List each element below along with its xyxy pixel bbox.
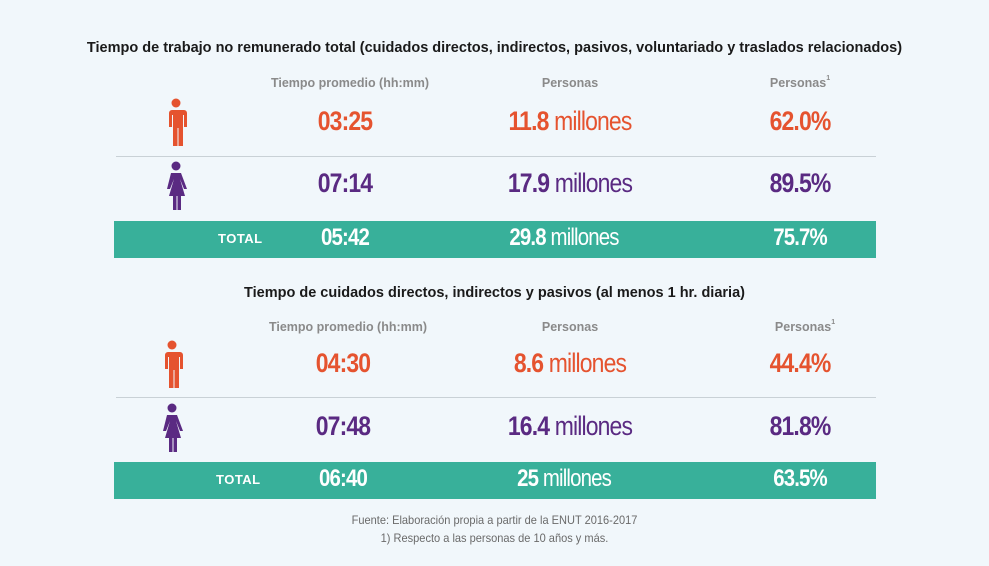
men-time: 03:25 [317,106,373,136]
men-percent: 62.0% [769,106,832,136]
women-people-number: 16.4 [507,411,550,441]
men-people-unit: millones [554,106,632,136]
column-header-people: Personas [541,76,599,90]
women-percent: 89.5% [769,168,832,198]
total-percent: 63.5% [773,465,827,492]
column-header-people: Personas [541,320,599,334]
total-label: TOTAL [216,472,261,487]
total-label: TOTAL [218,231,263,246]
woman-icon [167,161,187,210]
row-divider [116,397,876,398]
total-time: 05:42 [321,224,370,251]
footer-source: Fuente: Elaboración propia a partir de l… [351,513,638,527]
total-percent: 75.7% [773,224,827,251]
women-time: 07:14 [317,168,373,198]
footnote-marker: 1 [826,75,831,82]
men-people-unit: millones [548,348,627,378]
women-people-unit: millones [554,168,633,198]
total-row: TOTAL 05:42 29.8 millones 75.7% [114,221,876,258]
section-title: Tiempo de trabajo no remunerado total (c… [86,40,903,56]
men-people-number: 11.8 [508,106,550,136]
row-divider [116,156,876,157]
men-people: 11.8 millones [485,106,655,137]
total-time: 06:40 [319,465,368,492]
total-people: 29.8 millones [488,224,641,252]
woman-icon [163,403,183,452]
column-header-time: Tiempo promedio (hh:mm) [270,76,430,90]
women-time: 07:48 [315,411,371,441]
total-row: TOTAL 06:40 25 millones 63.5% [114,462,876,499]
column-header-percent: Personas1 [745,319,865,334]
total-people-number: 29.8 [509,224,546,251]
women-people: 16.4 millones [485,411,655,442]
men-percent: 44.4% [769,348,832,378]
column-header-percent: Personas1 [740,75,860,90]
women-people-number: 17.9 [507,168,550,198]
men-people: 8.6 millones [485,348,655,379]
column-header-time: Tiempo promedio (hh:mm) [268,320,428,334]
women-percent: 81.8% [769,411,832,441]
total-people-unit: millones [542,465,612,492]
total-people: 25 millones [496,465,632,493]
women-people: 17.9 millones [485,168,655,199]
column-header-percent-label: Personas [769,76,827,90]
men-time: 04:30 [315,348,371,378]
footnote-marker: 1 [831,319,836,326]
column-header-percent-label: Personas [774,320,832,334]
women-people-unit: millones [554,411,633,441]
total-people-unit: millones [550,224,620,251]
section-title: Tiempo de cuidados directos, indirectos … [244,285,745,301]
total-people-number: 25 [517,465,539,492]
footer-note: 1) Respecto a las personas de 10 años y … [380,531,609,545]
man-icon [168,98,187,146]
man-icon [164,340,183,388]
men-people-number: 8.6 [513,348,544,378]
